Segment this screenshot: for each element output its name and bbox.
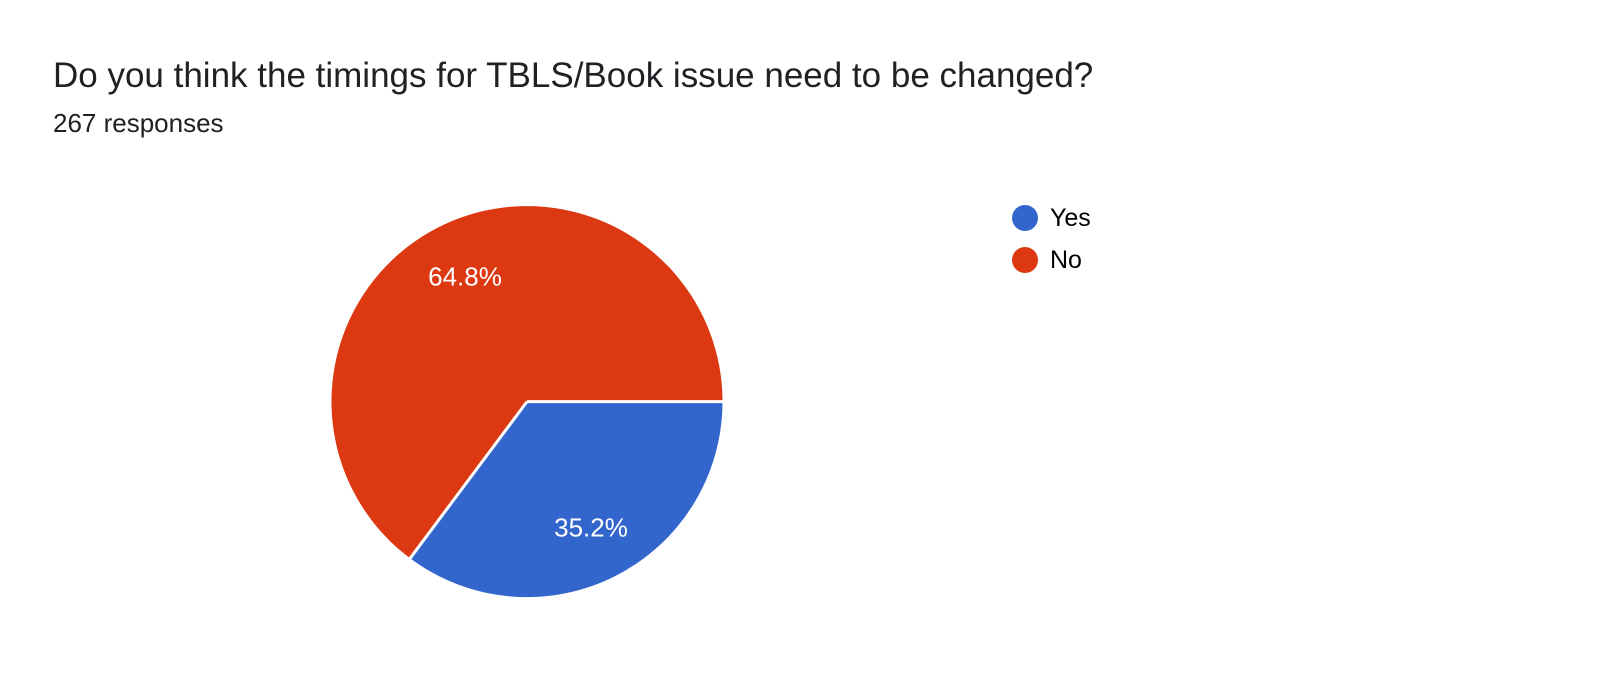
svg-text:35.2%: 35.2% — [554, 513, 628, 543]
svg-text:64.8%: 64.8% — [428, 262, 502, 292]
